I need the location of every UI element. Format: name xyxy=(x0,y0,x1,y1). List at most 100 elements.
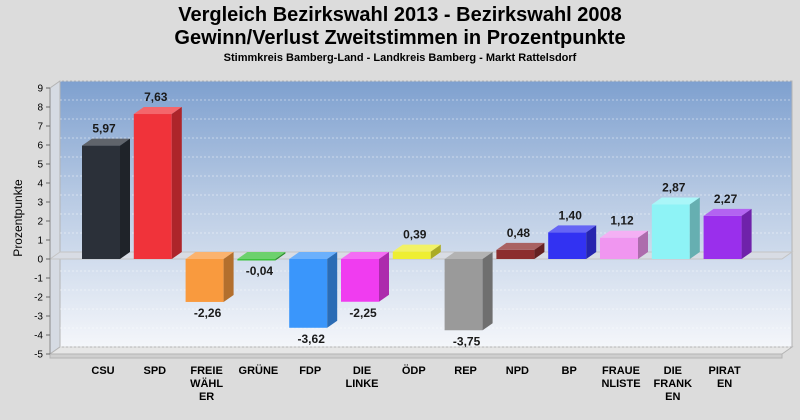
bar-side xyxy=(586,225,597,259)
bar-front xyxy=(703,215,742,259)
bar-side xyxy=(223,252,234,302)
bar xyxy=(496,242,545,259)
chart-title-line1: Vergleich Bezirkswahl 2013 - Bezirkswahl… xyxy=(178,4,622,26)
category-label: NPD xyxy=(506,365,529,377)
y-tick-label: 6 xyxy=(37,141,43,152)
bar-top xyxy=(185,252,234,259)
bar xyxy=(651,197,700,259)
y-tick-label: 4 xyxy=(37,179,43,190)
y-tick-label: -4 xyxy=(34,331,43,342)
bar-front xyxy=(600,237,638,259)
bar-front xyxy=(392,251,431,259)
bar-top xyxy=(600,230,648,238)
chart-titles: Vergleich Bezirkswahl 2013 - Bezirkswahl… xyxy=(0,4,800,64)
category-label: FDP xyxy=(299,365,321,377)
bar-side xyxy=(638,230,648,259)
category-label: PIRAT EN xyxy=(709,365,741,390)
bars xyxy=(82,107,752,331)
bar xyxy=(548,225,597,259)
value-label: -2,25 xyxy=(349,306,377,320)
value-label: -3,75 xyxy=(453,334,481,348)
value-label: -2,26 xyxy=(194,306,222,320)
category-label: DIE FRANK EN xyxy=(654,365,693,403)
value-label: 0,48 xyxy=(507,226,531,240)
value-label: 7,63 xyxy=(144,90,168,104)
value-label: 1,12 xyxy=(610,214,634,228)
grid-lines xyxy=(60,80,792,348)
bar-side xyxy=(171,107,182,259)
category-label: DIE LINKE xyxy=(346,365,379,390)
bar-top xyxy=(703,208,752,216)
bar-front xyxy=(548,232,587,259)
y-tick-label: -1 xyxy=(34,274,43,285)
y-axis: 9 8 7 6 5 4 3 2 1 0 -1 -2 -3 -4 -5 xyxy=(34,84,51,361)
bar xyxy=(392,244,441,259)
bar xyxy=(703,208,752,259)
bar-side xyxy=(741,208,752,259)
bar-front xyxy=(237,259,276,261)
value-label: 2,87 xyxy=(662,180,686,194)
bar xyxy=(185,252,234,302)
bar-front xyxy=(82,145,120,259)
bar xyxy=(237,252,286,261)
y-tick-label: -2 xyxy=(34,293,43,304)
y-tick-label: -5 xyxy=(34,350,43,361)
y-tick-label: 0 xyxy=(37,255,43,266)
bar-front xyxy=(496,249,535,259)
bar-top xyxy=(444,252,493,259)
y-tick-label: 7 xyxy=(37,122,43,133)
bar xyxy=(289,252,338,328)
category-label: BP xyxy=(562,365,577,377)
y-tick-label: 3 xyxy=(37,198,43,209)
value-labels: 5,97 7,63 -2,26 -0,04 -3,62 -2,25 0,39 -3,75 0,4… xyxy=(92,90,737,348)
category-label: ÖDP xyxy=(402,364,426,377)
bar-front xyxy=(185,259,224,302)
bar xyxy=(444,252,493,331)
y-tick-label: 5 xyxy=(37,160,43,171)
bar-side xyxy=(275,252,286,261)
bar-top xyxy=(237,252,286,259)
bar xyxy=(341,252,389,302)
bar-top xyxy=(341,252,389,259)
y-tick-label: 1 xyxy=(37,236,43,247)
y-tick-label: -3 xyxy=(34,312,43,323)
bar-front xyxy=(289,259,328,328)
category-label: FREIE WÄHL ER xyxy=(190,365,223,403)
bar-side xyxy=(327,252,338,328)
category-labels: CSU SPD FREIE WÄHL ER GRÜNE FDP DIE LINKE ÖDP REP N… xyxy=(91,364,741,403)
bar-top xyxy=(496,242,545,250)
bar-top xyxy=(392,244,441,252)
bar-side xyxy=(534,242,545,259)
bar xyxy=(600,230,648,259)
bar-top xyxy=(133,107,182,115)
bar-top xyxy=(651,197,700,205)
value-label: -3,62 xyxy=(298,332,326,346)
bar-side xyxy=(120,138,130,259)
bar-top xyxy=(548,225,597,233)
bar-side xyxy=(430,244,441,259)
value-label: 1,40 xyxy=(559,208,583,222)
value-label: 2,27 xyxy=(714,192,738,206)
bar-front xyxy=(133,114,172,259)
category-label: SPD xyxy=(143,365,166,377)
chart-subtitle: Stimmkreis Bamberg-Land - Landkreis Bamb… xyxy=(223,52,577,64)
value-label: 0,39 xyxy=(403,228,427,242)
plot-floor xyxy=(48,346,794,355)
category-label: GRÜNE xyxy=(239,364,279,377)
category-label: REP xyxy=(454,365,477,377)
bar xyxy=(82,138,130,259)
bar xyxy=(133,107,182,259)
bar-top xyxy=(82,138,130,146)
bar-side xyxy=(482,252,493,331)
bar-front xyxy=(651,204,690,259)
y-tick-label: 8 xyxy=(37,103,43,114)
value-label: -0,04 xyxy=(246,264,274,278)
y-tick-label: 2 xyxy=(37,217,43,228)
value-label: 5,97 xyxy=(92,122,116,136)
bar-side xyxy=(689,197,700,259)
bar-side xyxy=(379,252,389,302)
y-tick-label: 9 xyxy=(37,84,43,95)
category-label: CSU xyxy=(91,365,114,377)
bar-front xyxy=(444,259,483,331)
